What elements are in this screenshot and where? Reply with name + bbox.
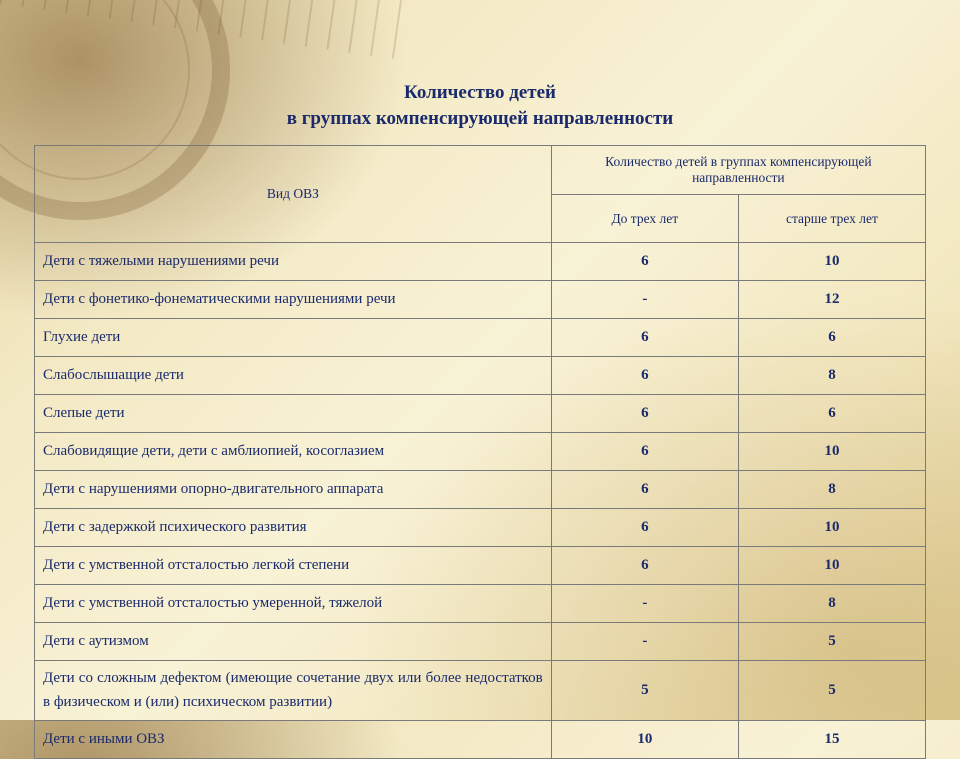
- row-over3: 8: [738, 471, 925, 509]
- row-under3: -: [551, 585, 738, 623]
- table-header: Вид ОВЗ Количество детей в группах компе…: [35, 146, 926, 243]
- row-over3: 5: [738, 661, 925, 721]
- row-under3: 6: [551, 433, 738, 471]
- data-table: Вид ОВЗ Количество детей в группах компе…: [34, 145, 926, 759]
- row-under3: 10: [551, 720, 738, 758]
- row-over3: 12: [738, 281, 925, 319]
- table-row: Слабовидящие дети, дети с амблиопией, ко…: [35, 433, 926, 471]
- row-label: Дети с умственной отсталостью легкой сте…: [35, 547, 552, 585]
- row-over3: 6: [738, 319, 925, 357]
- table-row: Дети с умственной отсталостью легкой сте…: [35, 547, 926, 585]
- title-line-2: в группах компенсирующей направленности: [287, 108, 674, 129]
- col-header-under3: До трех лет: [551, 195, 738, 243]
- row-label: Слабослышащие дети: [35, 357, 552, 395]
- col-header-group: Количество детей в группах компенсирующе…: [551, 146, 925, 195]
- table-row: Дети с нарушениями опорно-двигательного …: [35, 471, 926, 509]
- table-row: Слепые дети66: [35, 395, 926, 433]
- row-under3: 6: [551, 357, 738, 395]
- table-row: Дети с задержкой психического развития61…: [35, 509, 926, 547]
- row-label: Дети с умственной отсталостью умеренной,…: [35, 585, 552, 623]
- row-label: Дети с задержкой психического развития: [35, 509, 552, 547]
- row-over3: 10: [738, 433, 925, 471]
- row-under3: 6: [551, 243, 738, 281]
- table-row: Дети с аутизмом-5: [35, 623, 926, 661]
- table-row: Глухие дети66: [35, 319, 926, 357]
- row-label: Дети с фонетико-фонематическими нарушени…: [35, 281, 552, 319]
- row-over3: 15: [738, 720, 925, 758]
- table-row: Дети с иными ОВЗ1015: [35, 720, 926, 758]
- row-label: Дети со сложным дефектом (имеющие сочета…: [35, 661, 552, 721]
- row-label: Дети с аутизмом: [35, 623, 552, 661]
- row-over3: 6: [738, 395, 925, 433]
- row-under3: 6: [551, 395, 738, 433]
- row-over3: 10: [738, 547, 925, 585]
- col-header-category: Вид ОВЗ: [35, 146, 552, 243]
- row-label: Слепые дети: [35, 395, 552, 433]
- row-over3: 10: [738, 509, 925, 547]
- row-label: Дети с тяжелыми нарушениями речи: [35, 243, 552, 281]
- row-over3: 10: [738, 243, 925, 281]
- table-row: Дети со сложным дефектом (имеющие сочета…: [35, 661, 926, 721]
- row-under3: 6: [551, 547, 738, 585]
- table-body: Дети с тяжелыми нарушениями речи610Дети …: [35, 243, 926, 759]
- row-label: Слабовидящие дети, дети с амблиопией, ко…: [35, 433, 552, 471]
- table-row: Слабослышащие дети68: [35, 357, 926, 395]
- row-under3: -: [551, 281, 738, 319]
- col-header-over3: старше трех лет: [738, 195, 925, 243]
- table-row: Дети с умственной отсталостью умеренной,…: [35, 585, 926, 623]
- row-label: Дети с нарушениями опорно-двигательного …: [35, 471, 552, 509]
- row-over3: 8: [738, 585, 925, 623]
- table-row: Дети с тяжелыми нарушениями речи610: [35, 243, 926, 281]
- page-title: Количество детей в группах компенсирующе…: [34, 80, 926, 131]
- row-over3: 8: [738, 357, 925, 395]
- row-under3: -: [551, 623, 738, 661]
- row-over3: 5: [738, 623, 925, 661]
- table-row: Дети с фонетико-фонематическими нарушени…: [35, 281, 926, 319]
- title-line-1: Количество детей: [404, 82, 556, 103]
- row-under3: 6: [551, 319, 738, 357]
- row-label: Дети с иными ОВЗ: [35, 720, 552, 758]
- row-under3: 6: [551, 471, 738, 509]
- row-under3: 6: [551, 509, 738, 547]
- row-under3: 5: [551, 661, 738, 721]
- row-label: Глухие дети: [35, 319, 552, 357]
